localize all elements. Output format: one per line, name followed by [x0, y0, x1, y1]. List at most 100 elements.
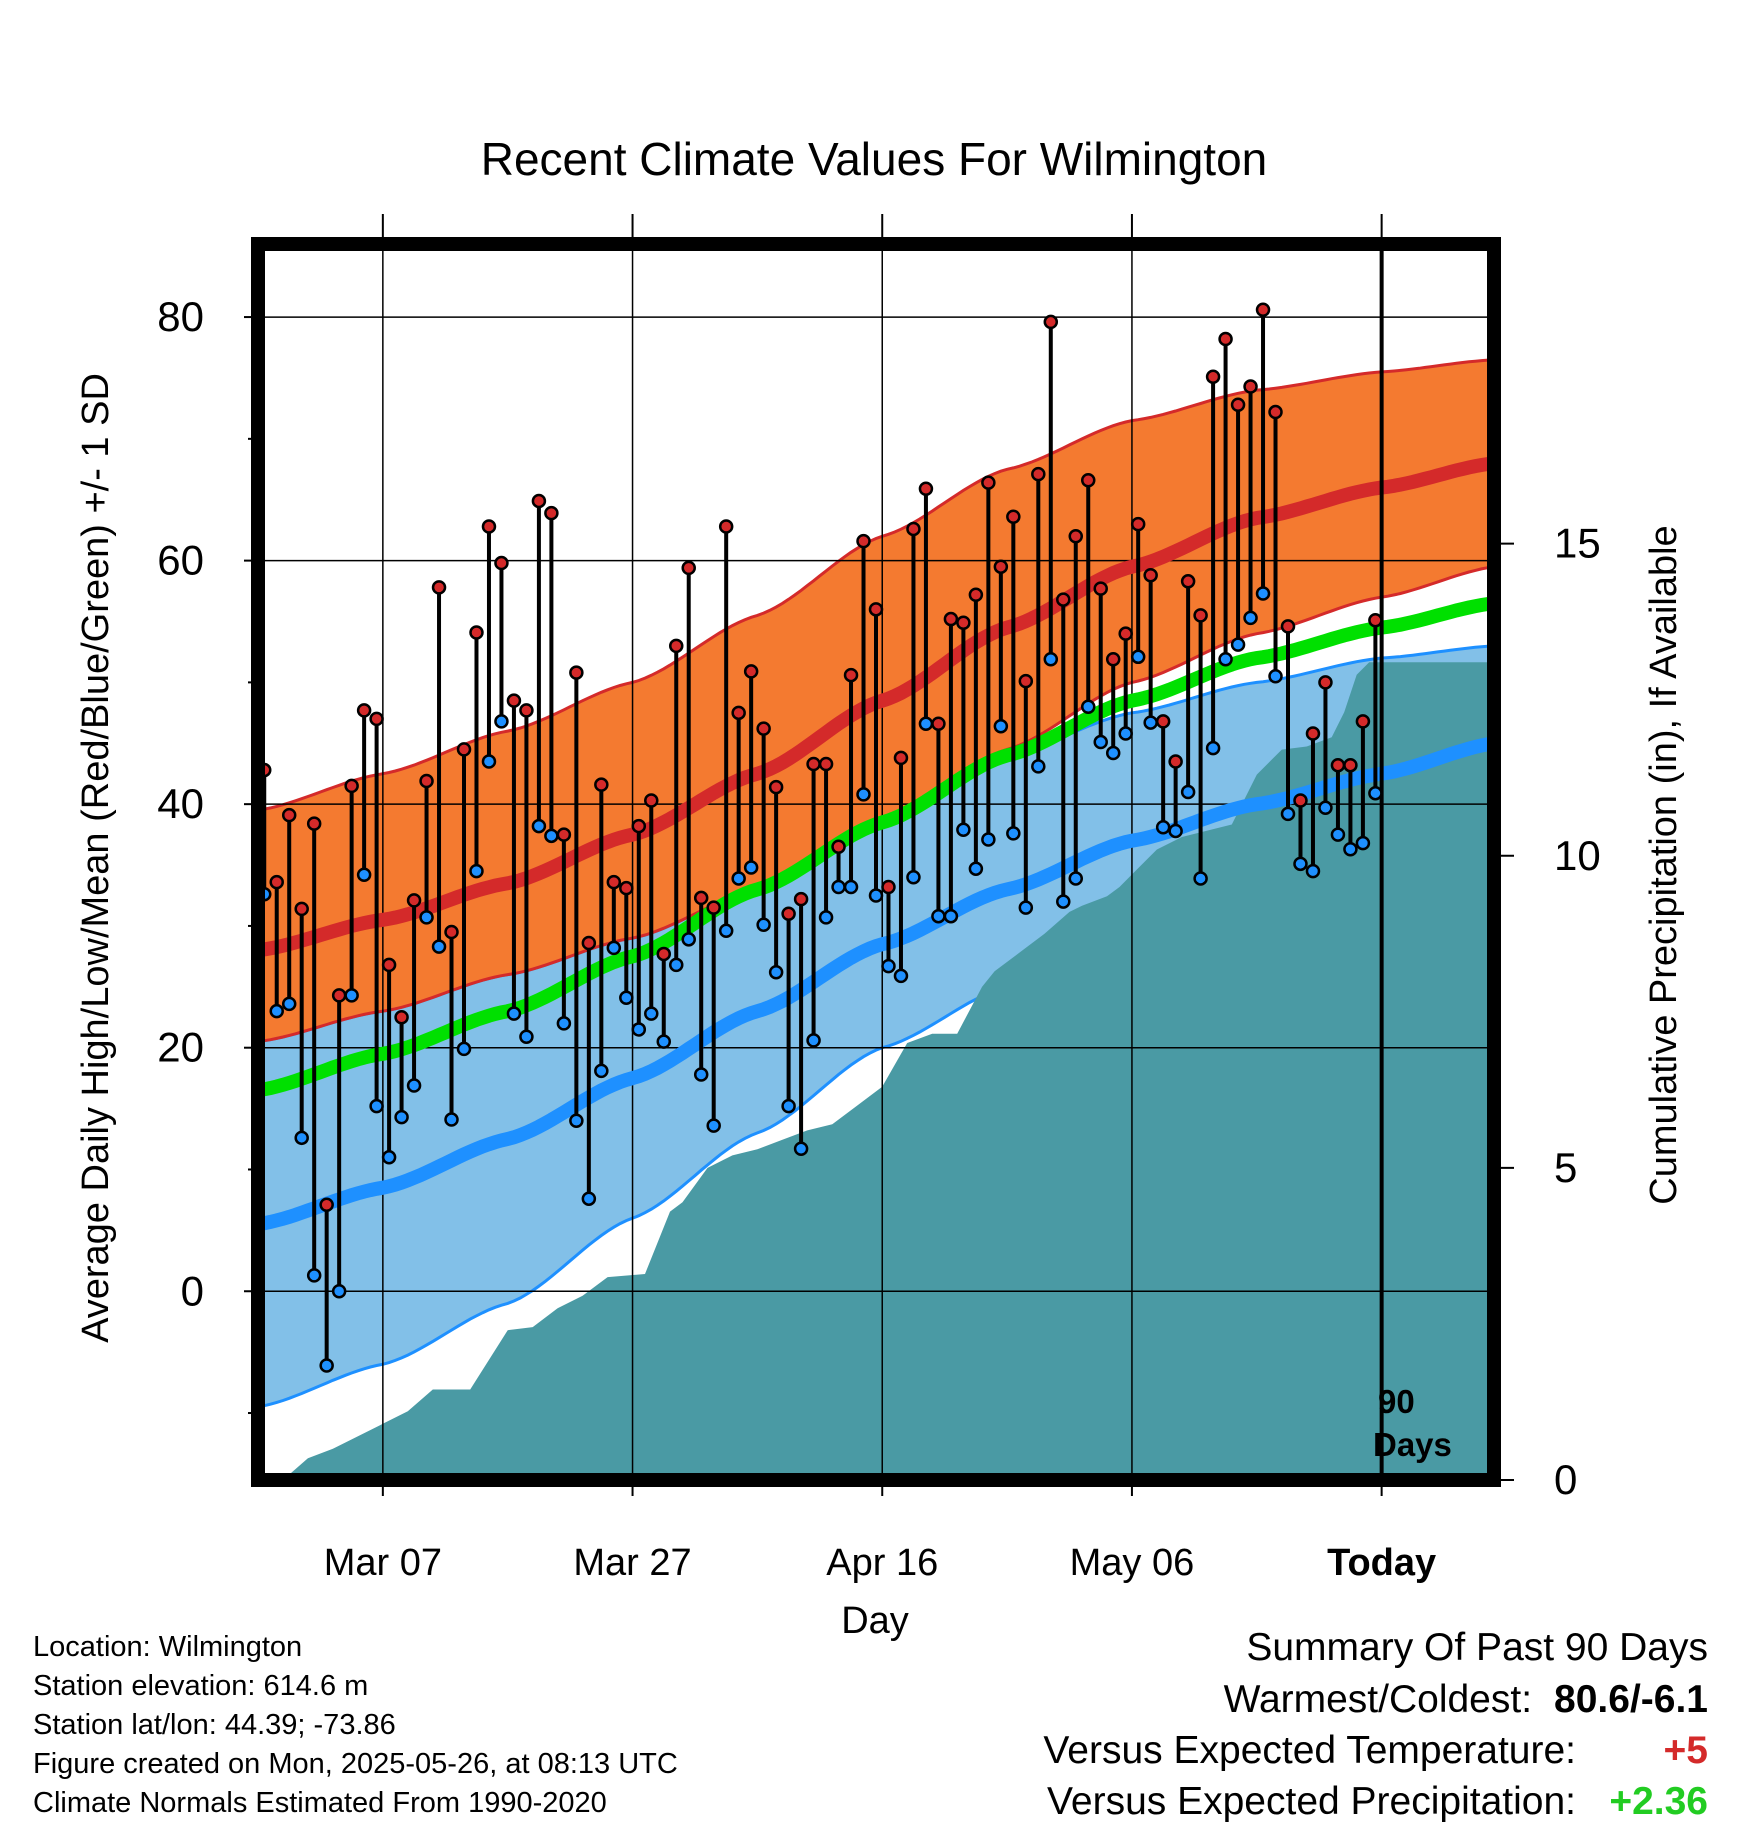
daily-high-point [1056, 592, 1071, 607]
daily-high-point [1280, 619, 1296, 634]
daily-low-point [594, 1063, 609, 1079]
daily-high-point [419, 773, 434, 789]
y-left-tick-label: 0 [181, 1267, 204, 1314]
daily-low-point [406, 1078, 422, 1093]
today-marker: 90 Days [1373, 244, 1452, 1480]
daily-low-point [1305, 863, 1321, 879]
daily-low-point [918, 716, 934, 732]
today-label-days-word: Days [1373, 1426, 1452, 1463]
daily-high-point [856, 533, 871, 549]
daily-low-point [1056, 894, 1071, 909]
daily-low-point [831, 879, 846, 895]
precip-anomaly-label: Versus Expected Precipitation: [1047, 1780, 1576, 1823]
daily-high-point [668, 638, 684, 654]
daily-low-point [1143, 715, 1158, 730]
daily-high-point [544, 505, 559, 521]
x-tick-label: Mar 07 [324, 1542, 442, 1584]
daily-low-point [569, 1113, 584, 1129]
daily-low-point [681, 932, 696, 947]
daily-low-point [743, 860, 759, 875]
temp-anomaly-value: +5 [1663, 1729, 1708, 1772]
daily-low-point [868, 888, 884, 903]
daily-high-point [731, 705, 746, 721]
daily-high-point [1168, 754, 1183, 769]
normals-text: Climate Normals Estimated From 1990-2020 [33, 1787, 607, 1819]
summary-row-precipitation: Versus Expected Precipitation: +2.36 [758, 1776, 1708, 1827]
daily-high-point [1368, 613, 1383, 628]
daily-high-point [768, 779, 784, 795]
daily-low-point [1293, 856, 1308, 872]
daily-low-point [306, 1268, 322, 1283]
summary-heading: Summary Of Past 90 Days [1246, 1626, 1708, 1669]
daily-low-point [606, 940, 622, 956]
precip-anomaly-value: +2.36 [1609, 1780, 1708, 1823]
today-label-days-number: 90 [1378, 1383, 1415, 1420]
daily-temperature-bars [262, 302, 1383, 1373]
daily-high-point [519, 703, 534, 718]
daily-high-point [843, 667, 859, 683]
plot-frame [251, 237, 1501, 1487]
daily-low-point [906, 869, 921, 885]
y-axis-label-right: Cumulative Precipitation (in), If Availa… [1643, 525, 1685, 1204]
daily-high-point [619, 880, 634, 896]
daily-low-point [281, 996, 297, 1012]
cumulative-precip-area [287, 662, 1489, 1476]
daily-high-point [331, 988, 347, 1003]
precip-area-group [287, 662, 1489, 1476]
daily-high-point [806, 756, 821, 772]
daily-low-point [344, 988, 359, 1003]
daily-low-point [444, 1112, 459, 1127]
daily-low-point [294, 1130, 309, 1146]
daily-high-point [1080, 472, 1096, 488]
daily-low-point [656, 1034, 672, 1049]
daily-low-point [731, 871, 746, 886]
y-axis-label-left: Average Daily High/Low/Mean (Red/Blue/Gr… [75, 373, 117, 1343]
daily-low-point [968, 861, 984, 876]
daily-low-point [943, 908, 959, 924]
daily-low-point [793, 1141, 809, 1157]
daily-high-point [718, 519, 734, 534]
daily-low-point [1093, 734, 1108, 750]
daily-high-point [893, 750, 909, 766]
elevation-text: Station elevation: 614.6 m [33, 1670, 369, 1702]
daily-high-point [319, 1197, 334, 1213]
daily-high-point [831, 839, 846, 855]
daily-high-point [1031, 466, 1046, 482]
created-text: Figure created on Mon, 2025-05-26, at 08… [33, 1748, 678, 1780]
daily-low-point [1330, 827, 1346, 842]
daily-high-point [444, 924, 459, 940]
daily-low-point [1043, 651, 1059, 667]
daily-high-point [381, 957, 397, 973]
daily-high-point [1243, 379, 1258, 394]
daily-high-point [281, 807, 297, 823]
daily-high-point [956, 615, 971, 630]
daily-low-point [1318, 800, 1333, 816]
daily-high-point [631, 818, 647, 834]
daily-low-point [1168, 823, 1183, 839]
daily-high-point [569, 665, 584, 680]
x-tick-label: May 06 [1070, 1542, 1195, 1584]
daily-high-point [1105, 651, 1121, 667]
daily-high-point [756, 721, 771, 736]
daily-high-point [1268, 404, 1283, 420]
daily-low-point [1218, 651, 1233, 667]
x-tick-label: Apr 16 [826, 1542, 938, 1584]
daily-high-point [606, 874, 622, 890]
daily-low-point [1355, 835, 1371, 851]
daily-high-point [1143, 567, 1158, 583]
daily-high-point [781, 906, 796, 922]
daily-high-point [1093, 581, 1108, 596]
daily-low-point [431, 939, 447, 954]
daily-low-point [619, 990, 634, 1006]
daily-high-point [469, 625, 484, 640]
daily-high-point [868, 602, 884, 617]
daily-high-point [693, 890, 709, 906]
daily-low-point [519, 1029, 534, 1044]
daily-low-point [1255, 586, 1271, 601]
y-left-tick-label: 80 [157, 293, 204, 340]
daily-low-point [1105, 745, 1121, 761]
daily-low-point [1243, 610, 1258, 626]
summary-row-extremes: Warmest/Coldest: 80.6/-6.1 [758, 1674, 1708, 1725]
daily-low-point [693, 1067, 709, 1082]
daily-low-point [531, 818, 547, 834]
